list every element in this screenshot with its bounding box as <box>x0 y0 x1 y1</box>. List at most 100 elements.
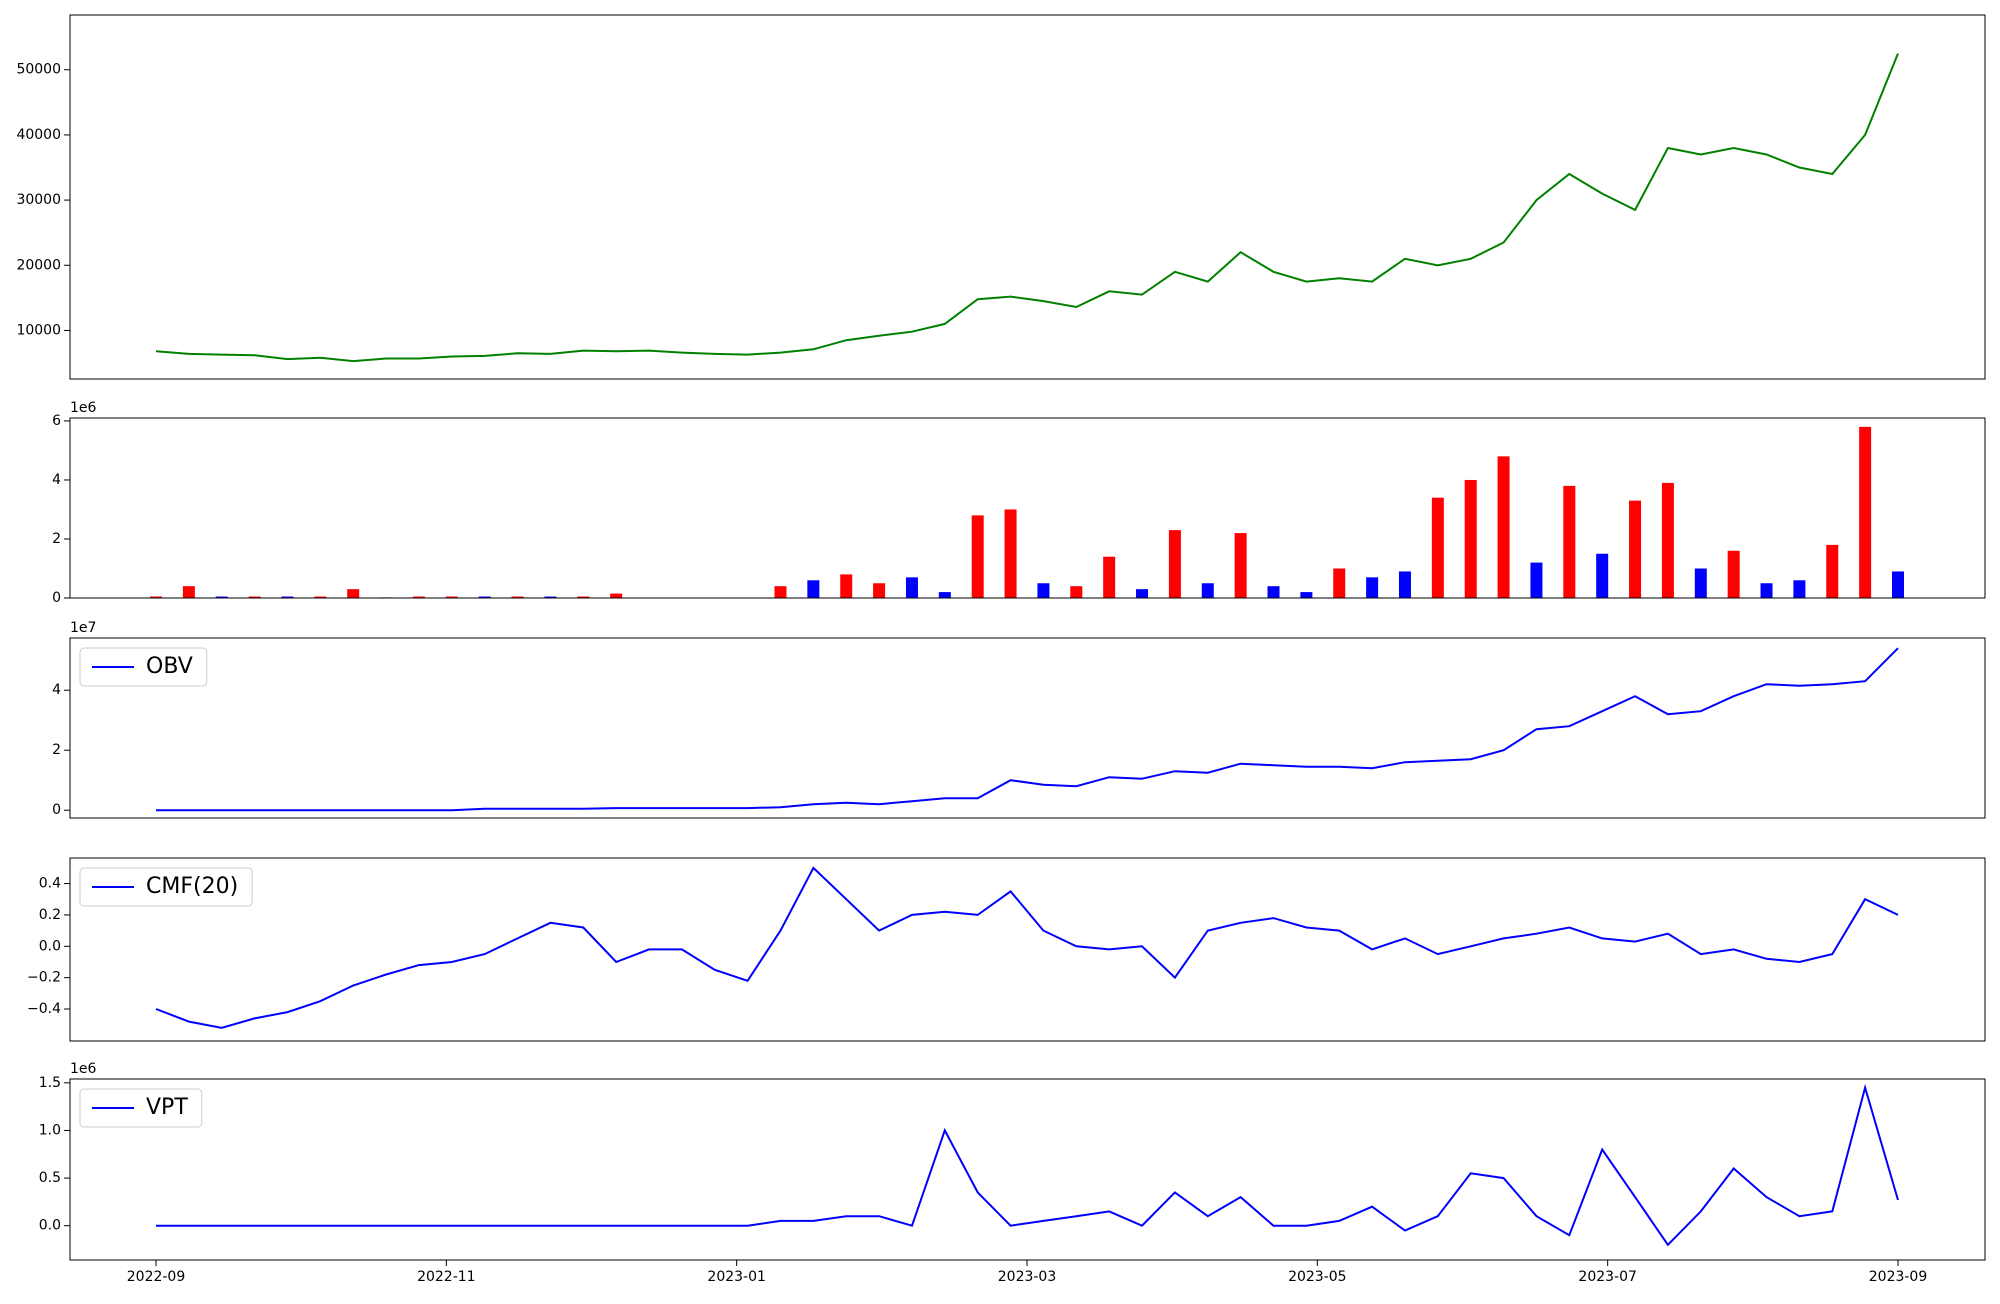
bar <box>1234 533 1247 598</box>
bar <box>938 592 951 598</box>
bar <box>1267 586 1280 598</box>
bar <box>1201 583 1214 598</box>
bar <box>1760 583 1773 598</box>
x-tick-label: 2022-11 <box>417 1269 476 1285</box>
axes-frame <box>69 857 1986 1042</box>
bar <box>1136 589 1149 598</box>
bar <box>544 596 557 598</box>
y-tick-label: 1.0 <box>39 1122 61 1138</box>
legend: VPT <box>79 1088 203 1128</box>
offset-text: 1e6 <box>70 400 97 416</box>
legend: CMF(20) <box>79 867 253 907</box>
legend-box <box>79 647 208 687</box>
legend-label: CMF(20) <box>146 874 238 899</box>
x-tick-label: 2022-09 <box>127 1269 186 1285</box>
legend-label: OBV <box>146 654 193 679</box>
bar <box>1070 586 1083 598</box>
offset-text: 1e6 <box>70 1061 97 1077</box>
y-tick-label: 6 <box>52 413 61 429</box>
bar <box>1859 426 1872 598</box>
x-tick-label: 2023-01 <box>707 1269 766 1285</box>
x-tick-label: 2023-09 <box>1869 1269 1928 1285</box>
bar <box>1333 568 1346 598</box>
bar <box>1826 544 1839 598</box>
bar <box>1661 482 1674 598</box>
bar <box>1563 485 1576 598</box>
y-tick-label: 0.0 <box>39 938 61 954</box>
offset-text: 1e7 <box>70 620 96 636</box>
bar <box>807 580 820 598</box>
bar <box>1037 583 1050 598</box>
y-tick-label: 1.5 <box>39 1075 61 1091</box>
bar <box>1596 553 1609 598</box>
line-series <box>155 866 1899 1029</box>
legend-box <box>79 867 253 907</box>
axes-frame <box>69 14 1986 380</box>
axes-frame <box>69 637 1986 819</box>
y-tick-label: 2 <box>52 531 61 547</box>
bar <box>1103 556 1116 598</box>
bar <box>1694 568 1707 598</box>
legend: OBV <box>79 647 208 687</box>
y-tick-label: 4 <box>52 472 61 488</box>
axes-frame <box>69 417 1986 599</box>
line-series <box>155 53 1899 363</box>
y-tick-label: 0.5 <box>39 1170 61 1186</box>
bar <box>840 574 853 598</box>
x-tick-label: 2023-07 <box>1578 1269 1637 1285</box>
y-tick-label: −0.4 <box>27 1001 61 1017</box>
bar <box>347 589 360 598</box>
y-tick-label: 50000 <box>16 62 61 78</box>
bar <box>971 515 984 598</box>
bar <box>248 596 261 598</box>
y-tick-label: 0.2 <box>39 907 61 923</box>
y-tick-label: 4 <box>52 682 61 698</box>
bar <box>1366 577 1379 598</box>
bar <box>478 596 491 598</box>
x-tick-label: 2023-05 <box>1288 1269 1347 1285</box>
bar <box>412 596 425 598</box>
y-tick-label: −0.2 <box>27 970 61 986</box>
bar <box>1793 580 1806 598</box>
y-tick-label: 2 <box>52 742 61 758</box>
bar <box>314 596 327 598</box>
y-tick-label: 40000 <box>16 127 61 143</box>
bar <box>905 577 918 598</box>
bar <box>1398 571 1411 598</box>
bar <box>511 596 524 598</box>
bar <box>774 586 787 598</box>
line-series <box>156 1083 1899 1247</box>
bar <box>1892 571 1904 598</box>
bar <box>1300 592 1313 598</box>
bar <box>1727 550 1740 598</box>
y-tick-label: 30000 <box>16 192 61 208</box>
axes-frame <box>69 1078 1986 1261</box>
bar <box>1530 562 1543 598</box>
bar <box>182 586 195 598</box>
bar <box>1629 500 1642 598</box>
bar <box>445 596 458 598</box>
bar <box>215 596 228 598</box>
x-tick-label: 2023-03 <box>998 1269 1057 1285</box>
bar <box>1464 479 1477 598</box>
bar <box>150 596 162 598</box>
bar <box>610 593 623 598</box>
bar <box>1004 509 1017 598</box>
legend-box <box>79 1088 203 1128</box>
y-tick-label: 0 <box>52 590 61 606</box>
bar <box>577 596 590 598</box>
bar <box>873 583 886 598</box>
line-series <box>156 647 1899 812</box>
bar <box>1497 456 1510 598</box>
y-tick-label: 0 <box>52 802 61 818</box>
bar <box>281 596 294 598</box>
y-tick-label: 0.0 <box>39 1218 61 1234</box>
legend-label: VPT <box>146 1095 188 1120</box>
y-tick-label: 0.4 <box>39 876 61 892</box>
y-tick-label: 10000 <box>16 322 61 338</box>
bar <box>1431 497 1444 598</box>
bar <box>1168 530 1181 598</box>
y-tick-label: 20000 <box>16 257 61 273</box>
